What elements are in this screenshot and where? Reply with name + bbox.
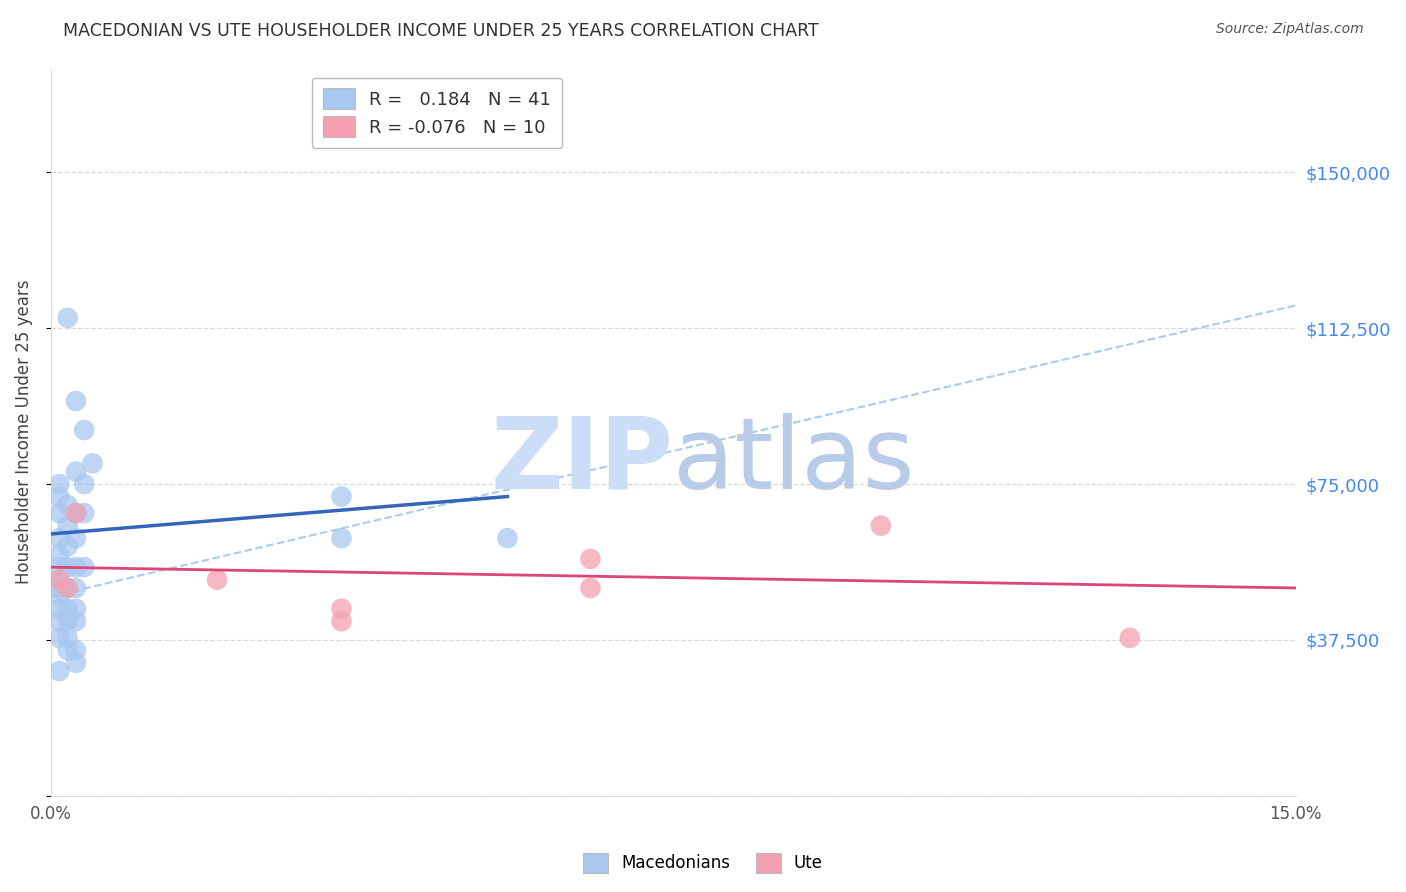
- Point: [56, 518, 79, 533]
- Point: [48, 531, 70, 545]
- Point: [48, 573, 70, 587]
- Point: [65, 394, 87, 409]
- Point: [330, 531, 353, 545]
- Point: [65, 614, 87, 628]
- Point: [48, 664, 70, 678]
- Point: [48, 573, 70, 587]
- Point: [65, 506, 87, 520]
- Point: [56, 310, 79, 325]
- Point: [56, 643, 79, 657]
- Point: [48, 477, 70, 491]
- Point: [330, 490, 353, 504]
- Point: [579, 581, 602, 595]
- Point: [1119, 631, 1142, 645]
- Point: [65, 531, 87, 545]
- Point: [330, 614, 353, 628]
- Point: [65, 601, 87, 615]
- Text: Source: ZipAtlas.com: Source: ZipAtlas.com: [1216, 22, 1364, 37]
- Point: [48, 548, 70, 562]
- Point: [496, 531, 519, 545]
- Point: [56, 581, 79, 595]
- Point: [579, 552, 602, 566]
- Text: atlas: atlas: [673, 413, 915, 509]
- Text: ZIP: ZIP: [491, 413, 673, 509]
- Point: [65, 465, 87, 479]
- Point: [48, 614, 70, 628]
- Point: [73, 506, 96, 520]
- Text: MACEDONIAN VS UTE HOUSEHOLDER INCOME UNDER 25 YEARS CORRELATION CHART: MACEDONIAN VS UTE HOUSEHOLDER INCOME UND…: [63, 22, 820, 40]
- Legend: Macedonians, Ute: Macedonians, Ute: [576, 847, 830, 880]
- Point: [48, 490, 70, 504]
- Point: [48, 589, 70, 603]
- Point: [205, 573, 228, 587]
- Point: [65, 656, 87, 670]
- Point: [48, 506, 70, 520]
- Point: [330, 601, 353, 615]
- Point: [56, 631, 79, 645]
- Point: [65, 560, 87, 574]
- Y-axis label: Householder Income Under 25 years: Householder Income Under 25 years: [15, 280, 32, 584]
- Point: [48, 560, 70, 574]
- Point: [73, 423, 96, 437]
- Point: [48, 601, 70, 615]
- Point: [65, 581, 87, 595]
- Point: [870, 518, 893, 533]
- Point: [73, 560, 96, 574]
- Point: [56, 540, 79, 554]
- Point: [82, 456, 104, 470]
- Point: [56, 581, 79, 595]
- Point: [65, 643, 87, 657]
- Point: [56, 498, 79, 512]
- Point: [56, 560, 79, 574]
- Legend: R =   0.184   N = 41, R = -0.076   N = 10: R = 0.184 N = 41, R = -0.076 N = 10: [312, 78, 562, 148]
- Point: [48, 631, 70, 645]
- Point: [65, 506, 87, 520]
- Point: [56, 601, 79, 615]
- Point: [73, 477, 96, 491]
- Point: [48, 581, 70, 595]
- Point: [56, 614, 79, 628]
